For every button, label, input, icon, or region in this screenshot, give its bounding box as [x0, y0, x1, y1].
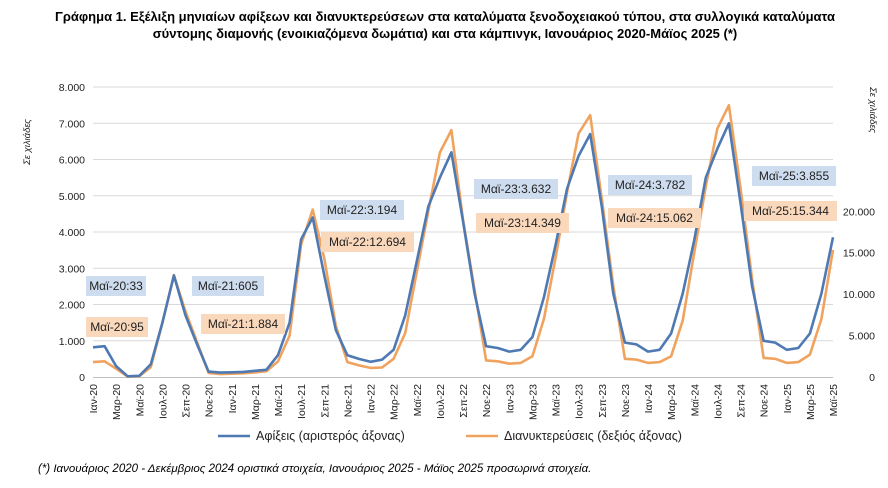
arrivals-callout-box [192, 276, 264, 296]
chart-title: Γράφημα 1. Εξέλιξη μηνιαίων αφίξεων και … [20, 8, 870, 42]
nights-callout-label: Μαϊ-20:95 [90, 320, 144, 334]
callouts: Μαϊ-20:33 Μαϊ-21:605 Μαϊ-22:3.194 Μαϊ-23:3.… [86, 166, 837, 337]
series-lines [92, 103, 835, 378]
x-tick-label: Μαϊ-23 [551, 384, 563, 416]
arrivals-callout-label: Μαϊ-21:605 [198, 279, 259, 293]
x-tick-label: Μαρ-21 [250, 384, 262, 420]
arrivals-callout-label: Μαϊ-20:33 [89, 279, 143, 293]
x-tick-label: Ιουλ-21 [296, 384, 308, 419]
x-tick-label: Ιαν-23 [504, 384, 516, 414]
nights-callout-box [744, 201, 837, 221]
x-tick-label: Ιουλ-23 [574, 384, 586, 419]
left-tick-label: 3.000 [59, 263, 85, 275]
nights-callout-label: Μαϊ-25:15.344 [752, 204, 829, 218]
x-tick-label: Μαρ-22 [389, 384, 401, 420]
left-tick-label: 0 [79, 372, 85, 384]
right-tick-label: 0 [869, 372, 875, 384]
x-tick-label: Νοε-20 [204, 384, 216, 417]
x-tick-label: Ιαν-25 [782, 384, 794, 414]
x-tick-label: Ιουλ-22 [435, 384, 447, 419]
x-tick-label: Μαϊ-25 [828, 384, 840, 416]
right-axis-title: Σε χιλιάδες [867, 86, 878, 133]
gridlines [93, 86, 833, 342]
nights-callout-label: Μαϊ-22:12.694 [329, 235, 406, 249]
arrivals-callout-box [608, 175, 692, 195]
chart-title-line1: Γράφημα 1. Εξέλιξη μηνιαίων αφίξεων και … [55, 9, 835, 24]
right-tick-label: 10.000 [843, 289, 875, 301]
x-tick-label: Νοε-23 [620, 384, 632, 417]
x-tick-label: Ιαν-21 [227, 384, 239, 414]
left-tick-label: 4.000 [59, 227, 85, 239]
arrivals-callout-box [474, 179, 558, 199]
arrivals-callout-label: Μαϊ-24:3.782 [615, 178, 686, 192]
right-tick-label: 15.000 [843, 248, 875, 260]
x-tick-label: Νοε-21 [342, 384, 354, 417]
legend-arrivals-label: Αφίξεις (αριστερός άξονας) [256, 429, 405, 443]
left-tick-label: 2.000 [59, 300, 85, 312]
right-tick-label: 5.000 [849, 331, 875, 343]
nights-callout-box [321, 232, 414, 252]
arrivals-callout-label: Μαϊ-22:3.194 [327, 203, 398, 217]
nights-callout-label: Μαϊ-23:14.349 [484, 216, 561, 230]
x-tick-label: Μαϊ-20 [134, 384, 146, 416]
x-tick-label: Σεπ-24 [736, 384, 748, 418]
x-tick-label: Νοε-22 [481, 384, 493, 417]
left-axis-title: Σε χιλιάδες [22, 119, 33, 166]
nights-callout-box [201, 314, 285, 334]
x-tick-label: Σεπ-21 [319, 384, 331, 418]
x-tick-label: Μαρ-25 [805, 384, 817, 420]
right-tick-label: 20.000 [843, 206, 875, 218]
x-tick-label: Μαϊ-22 [412, 384, 424, 416]
left-tick-label: 1.000 [59, 336, 85, 348]
arrivals-callout-box [320, 200, 404, 220]
x-tick-label: Ιαν-24 [643, 384, 655, 414]
arrivals-callout-label: Μαϊ-25:3.855 [759, 169, 830, 183]
arrivals-line [92, 122, 835, 378]
x-tick-label: Μαρ-24 [666, 384, 678, 420]
x-tick-label: Σεπ-20 [181, 384, 193, 418]
x-tick-label: Ιαν-20 [88, 384, 100, 414]
left-tick-label: 6.000 [59, 155, 85, 167]
left-tick-label: 8.000 [59, 82, 85, 94]
nights-line [92, 103, 835, 378]
x-tick-label: Μαϊ-24 [689, 384, 701, 416]
right-axis-ticks: 0 5.000 10.000 15.000 20.000 [843, 206, 875, 384]
legend: Αφίξεις (αριστερός άξονας) Διανυκτερεύσε… [218, 429, 682, 443]
left-axis-ticks: 0 1.000 2.000 3.000 4.000 5.000 6.000 7.000 8.00… [59, 82, 85, 384]
footnote: (*) Ιανουάριος 2020 - Δεκέμβριος 2024 ορ… [38, 463, 592, 475]
nights-callout-box [476, 213, 569, 233]
nights-callout-box [608, 208, 701, 228]
arrivals-callout-box [86, 276, 146, 296]
x-tick-label: Μαϊ-21 [273, 384, 285, 416]
arrivals-callout-box [752, 166, 836, 186]
arrivals-callout-label: Μαϊ-23:3.632 [481, 182, 552, 196]
x-tick-label: Ιαν-22 [366, 384, 378, 414]
x-tick-label: Σεπ-22 [458, 384, 470, 418]
chart-title-line2: σύντομης διαμονής (ενοικιαζόμενα δωμάτια… [152, 26, 738, 41]
nights-callout-label: Μαϊ-24:15.062 [616, 211, 693, 225]
left-tick-label: 5.000 [59, 191, 85, 203]
x-tick-label: Μαρ-20 [111, 384, 123, 420]
x-tick-label: Νοε-24 [759, 384, 771, 417]
x-tick-label: Ιουλ-20 [157, 384, 169, 419]
x-tick-label: Σεπ-23 [597, 384, 609, 418]
x-axis-ticks: Ιαν-20 Μαρ-20 Μαϊ-20 Ιουλ-20 Σεπ-20 Νοε-20 Ιαν… [88, 384, 840, 420]
left-tick-label: 7.000 [59, 118, 85, 130]
x-tick-label: Μαρ-23 [527, 384, 539, 420]
legend-nights-label: Διανυκτερεύσεις (δεξιός άξονας) [504, 429, 682, 443]
nights-callout-label: Μαϊ-21:1.884 [208, 317, 279, 331]
nights-callout-box [86, 317, 148, 337]
x-tick-label: Ιουλ-24 [712, 384, 724, 419]
